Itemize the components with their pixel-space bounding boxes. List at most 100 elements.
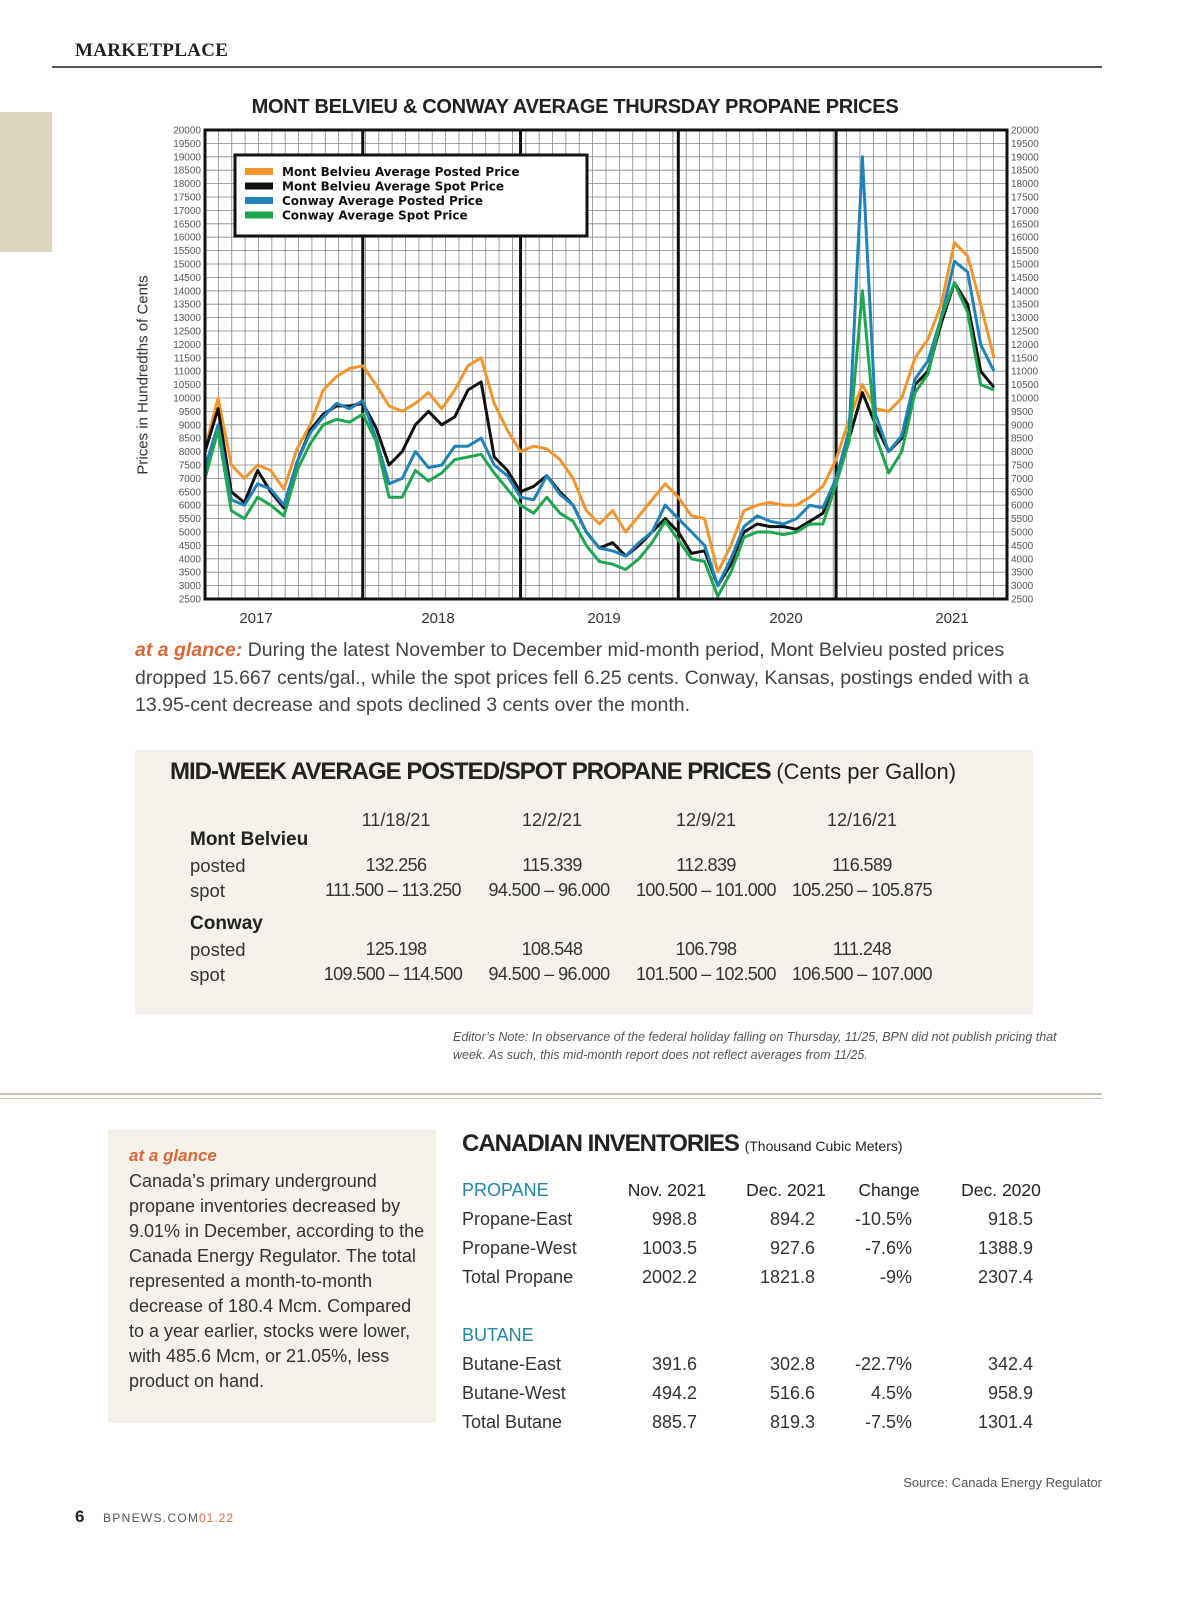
y-tick-label-right: 11500 — [1011, 353, 1039, 364]
inventory-row-label: Total Propane — [462, 1267, 574, 1287]
inventory-cell: 998.8 — [651, 1209, 697, 1229]
midweek-unit: (Cents per Gallon) — [776, 759, 957, 784]
y-tick-label-left: 12000 — [173, 340, 201, 351]
inventory-cell: 1388.9 — [977, 1238, 1033, 1258]
y-tick-label-left: 6500 — [179, 487, 202, 498]
inventory-cell: 342.4 — [987, 1354, 1033, 1374]
y-tick-label-right: 10500 — [1011, 380, 1039, 391]
series-line-4 — [203, 281, 995, 598]
y-tick-label-right: 4000 — [1011, 554, 1034, 565]
midweek-date: 12/2/21 — [521, 810, 583, 830]
column-header: Dec. 2021 — [746, 1180, 826, 1200]
y-tick-label-right: 18500 — [1011, 166, 1039, 177]
y-tick-label-right: 19500 — [1011, 139, 1039, 150]
inventories-unit: (Thousand Cubic Meters) — [744, 1138, 903, 1154]
midweek-title-text: MID-WEEK AVERAGE POSTED/SPOT PROPANE PRI… — [170, 758, 772, 785]
mb-spot-value: 100.500 – 101.000 — [636, 880, 777, 900]
mb-posted-value: 112.839 — [676, 855, 736, 875]
mb-posted-value: 116.589 — [832, 855, 892, 875]
inventory-cell: 918.5 — [987, 1209, 1033, 1229]
conway-spot-value: 94.500 – 96.000 — [488, 964, 610, 984]
y-tick-label-right: 8000 — [1011, 447, 1034, 458]
y-tick-label-left: 18000 — [173, 179, 201, 190]
y-tick-label-right: 7500 — [1011, 461, 1034, 472]
midweek-date: 12/9/21 — [675, 810, 737, 830]
y-tick-label-left: 8000 — [179, 447, 202, 458]
mb-spot-value: 111.500 – 113.250 — [325, 880, 462, 900]
y-tick-label-left: 5000 — [179, 528, 202, 539]
y-tick-label-left: 17000 — [173, 206, 201, 217]
inventory-row-label: Butane-West — [462, 1383, 566, 1403]
inventory-cell: 302.8 — [769, 1354, 815, 1374]
column-header: Nov. 2021 — [627, 1180, 707, 1200]
y-tick-label-right: 9500 — [1011, 407, 1034, 418]
y-tick-label-right: 18000 — [1011, 179, 1039, 190]
y-tick-label-right: 20000 — [1011, 126, 1039, 137]
conway-posted-value: 111.248 — [832, 939, 892, 959]
y-tick-label-left: 5500 — [179, 514, 202, 525]
y-tick-label-left: 13000 — [173, 313, 201, 324]
inventory-cell: 391.6 — [651, 1354, 697, 1374]
y-tick-label-right: 15500 — [1011, 246, 1039, 257]
y-tick-label-right: 4500 — [1011, 541, 1034, 552]
y-tick-label-right: 3000 — [1011, 581, 1034, 592]
y-tick-label-right: 19000 — [1011, 152, 1039, 163]
site-name: BPNEWS.COM — [103, 1511, 200, 1525]
y-tick-label-left: 8500 — [179, 434, 202, 445]
inventory-cell: -7.6% — [864, 1238, 912, 1258]
conway-posted-value: 125.198 — [365, 939, 427, 959]
legend-swatch — [245, 168, 273, 175]
y-tick-label-right: 17500 — [1011, 193, 1039, 204]
y-tick-label-right: 15000 — [1011, 260, 1039, 271]
y-tick-label-left: 10000 — [173, 394, 201, 405]
x-tick-label: 2017 — [239, 610, 273, 627]
issue-date: 01.22 — [199, 1511, 235, 1525]
inventory-cell: 819.3 — [769, 1412, 815, 1432]
inventory-cell: -10.5% — [854, 1209, 912, 1229]
y-tick-label-right: 6000 — [1011, 501, 1034, 512]
y-tick-label-right: 5000 — [1011, 528, 1034, 539]
inventory-cell: 1821.8 — [759, 1267, 815, 1287]
column-header: Change — [858, 1180, 920, 1200]
y-tick-label-right: 3500 — [1011, 568, 1034, 579]
mb-posted-value: 115.339 — [522, 855, 582, 875]
inventory-cell: 927.6 — [769, 1238, 815, 1258]
conway-posted-value: 106.798 — [675, 939, 737, 959]
y-tick-label-left: 9000 — [179, 420, 202, 431]
row-label-posted: posted — [190, 855, 246, 876]
inventory-cell: -7.5% — [864, 1412, 912, 1432]
y-tick-label-left: 16000 — [173, 233, 201, 244]
y-tick-label-left: 3500 — [179, 568, 202, 579]
sidebar-heading: at a glance — [129, 1146, 217, 1165]
conway-spot-value: 109.500 – 114.500 — [323, 964, 463, 984]
mb-posted-value: 132.256 — [365, 855, 427, 875]
x-tick-label: 2018 — [421, 610, 455, 627]
series-line-1 — [203, 241, 996, 574]
section-label: MARKETPLACE — [75, 40, 229, 61]
y-tick-label-left: 11500 — [174, 353, 202, 364]
inventory-cell: 885.7 — [651, 1412, 697, 1432]
y-tick-label-left: 7500 — [179, 461, 202, 472]
section-butane: BUTANE — [462, 1325, 534, 1345]
inventory-cell: 4.5% — [870, 1383, 912, 1403]
inventory-cell: 958.9 — [987, 1383, 1033, 1403]
source-note: Source: Canada Energy Regulator — [903, 1475, 1102, 1490]
y-tick-label-left: 17500 — [173, 193, 201, 204]
y-tick-label-right: 13000 — [1011, 313, 1039, 324]
y-tick-label-right: 12000 — [1011, 340, 1039, 351]
x-tick-label: 2020 — [769, 610, 803, 627]
column-header: Dec. 2020 — [961, 1180, 1041, 1200]
group-mont-belvieu: Mont Belvieu — [190, 829, 309, 850]
y-tick-label-right: 5500 — [1011, 514, 1034, 525]
glance-paragraph: at a glance: During the latest November … — [135, 637, 1045, 720]
row-label-spot: spot — [190, 880, 225, 901]
y-tick-label-left: 4000 — [179, 554, 202, 565]
top-rule — [52, 66, 1102, 68]
section-divider — [0, 1098, 1102, 1099]
y-tick-label-right: 6500 — [1011, 487, 1034, 498]
inventories-title-text: CANADIAN INVENTORIES — [462, 1130, 740, 1157]
y-tick-label-left: 19000 — [173, 152, 201, 163]
y-tick-label-right: 13500 — [1011, 300, 1039, 311]
inventory-row-label: Propane-East — [462, 1209, 573, 1229]
midweek-date: 11/18/21 — [361, 810, 431, 830]
